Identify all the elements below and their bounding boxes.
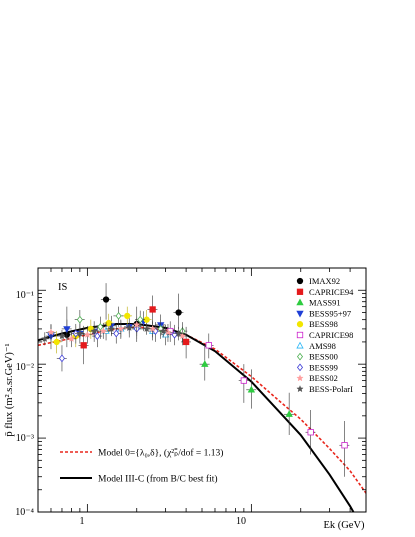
model-legend-label-model-0-dof-1-13: Model 0={λ₀,δ}, (χ²ₚ̄/dof = 1.13) [98, 448, 223, 459]
legend-label-caprice98: CAPRICE98 [309, 330, 353, 340]
data-point [341, 442, 348, 449]
data-point [41, 334, 49, 343]
legend-label-bess-polari: BESS-PolarI [309, 384, 353, 394]
data-point [53, 338, 60, 346]
data-point [76, 315, 83, 324]
legend-label-bess98: BESS98 [309, 319, 338, 329]
data-point [80, 342, 87, 349]
y-tick-label-1e-3: 10⁻³ [16, 433, 34, 444]
legend-label-bess99: BESS99 [309, 362, 338, 372]
data-point [137, 315, 144, 324]
legend-marker-caprice94 [296, 288, 304, 295]
data-point [117, 324, 125, 333]
data-point [58, 332, 66, 340]
y-tick-label-1e-4: 10⁻⁴ [15, 507, 34, 518]
y-axis-title: p̄ flux (m².s.sr.GeV)⁻¹ [4, 343, 15, 436]
legend-label-ams98: AMS98 [309, 341, 336, 351]
legend-marker-ams98 [296, 341, 304, 349]
data-point [132, 320, 141, 329]
series-mass91 [199, 345, 294, 436]
data-point [159, 327, 167, 335]
data-points [39, 283, 350, 477]
series-bess-polari [39, 322, 184, 346]
legend-label-bess95-97: BESS95+97 [309, 308, 351, 318]
data-point [47, 328, 55, 336]
legend-marker-bess02 [296, 374, 304, 382]
data-point [148, 324, 157, 333]
data-point [58, 354, 65, 363]
data-point [182, 338, 190, 346]
legend-marker-caprice98 [296, 331, 304, 339]
data-point [149, 306, 156, 313]
legend-marker-bess99 [296, 363, 304, 372]
data-point [94, 332, 101, 340]
legend-marker-imax92 [296, 277, 304, 285]
data-point [99, 327, 108, 335]
legend-label-caprice94: CAPRICE94 [309, 287, 354, 297]
data-point [63, 326, 71, 333]
data-point [125, 323, 133, 332]
legend-marker-bess00 [296, 352, 304, 361]
data-point [124, 312, 131, 320]
data-point [307, 429, 314, 436]
data-point [285, 410, 293, 417]
data-point [102, 296, 110, 303]
data-point [76, 329, 84, 337]
x-tick-label-10: 10 [236, 516, 246, 527]
data-point [105, 319, 112, 327]
legend-label-bess02: BESS02 [309, 373, 338, 383]
data-point [83, 330, 92, 338]
legend-label-imax92: IMAX92 [309, 276, 340, 286]
y-tick-label-1e-1: 10⁻¹ [16, 290, 34, 301]
y-tick-label-1e-2: 10⁻² [16, 362, 34, 373]
tick-labels: 1 10 10⁻⁴ 10⁻³ 10⁻² 10⁻¹ [15, 290, 246, 527]
legend-marker-bess-polari [296, 385, 304, 393]
legend: IMAX92CAPRICE94MASS91BESS95+97BESS98CAPR… [296, 276, 354, 394]
data-point [113, 329, 120, 338]
data-point [142, 324, 151, 333]
legend-marker-bess95-97 [296, 310, 304, 318]
data-point [115, 311, 122, 320]
data-point [175, 309, 182, 316]
series-bess02 [45, 316, 188, 348]
legend-label-mass91: MASS91 [309, 298, 341, 308]
data-point [247, 385, 256, 393]
model-legend: Model 0={λ₀,δ}, (χ²ₚ̄/dof = 1.13) Model I… [60, 448, 223, 485]
data-point [107, 324, 116, 333]
series-caprice94 [78, 295, 191, 365]
data-point [174, 329, 183, 337]
legend-marker-mass91 [296, 298, 304, 306]
data-point [205, 342, 212, 349]
data-point [67, 334, 76, 343]
panel-label: IS [58, 282, 67, 293]
axis-ticks [37, 267, 367, 513]
x-axis-title: Ek (GeV) [323, 520, 365, 531]
legend-label-bess00: BESS00 [309, 352, 338, 362]
model-legend-label-model-iii-c-from-b-c-best-fit: Model III-C (from B/C best fit) [98, 474, 218, 485]
data-point [90, 327, 98, 335]
x-tick-label-1: 1 [80, 516, 85, 527]
data-point [201, 360, 209, 367]
legend-marker-bess98 [296, 321, 304, 328]
data-point [240, 377, 248, 384]
